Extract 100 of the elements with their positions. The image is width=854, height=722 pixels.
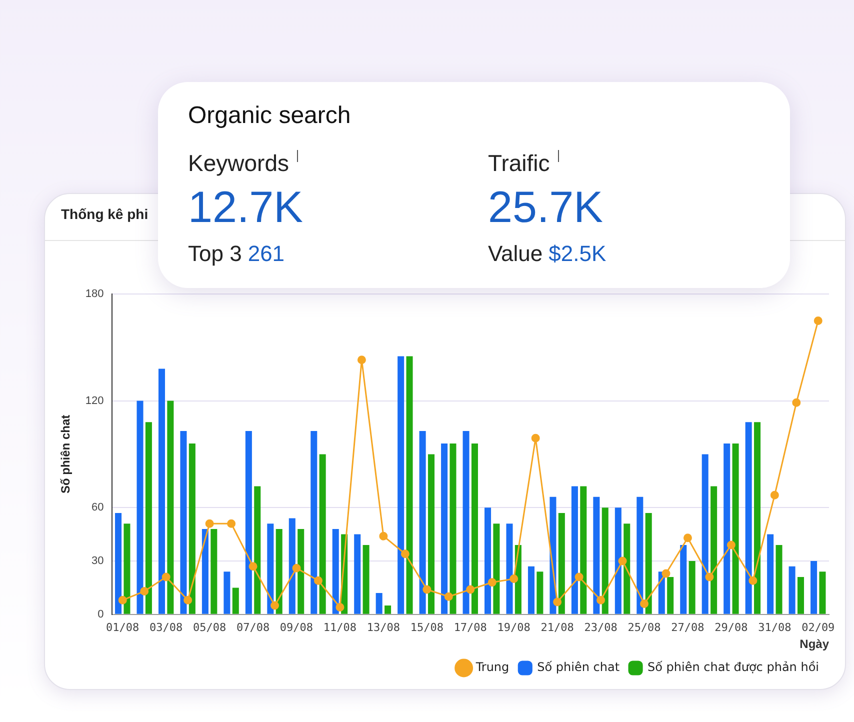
bar	[680, 544, 687, 614]
point	[466, 585, 475, 594]
bar	[136, 400, 144, 614]
x-tick-label: 07/08	[236, 620, 270, 634]
y-tick-label: 120	[85, 394, 104, 407]
bar	[788, 566, 796, 614]
x-tick-label: 25/08	[628, 620, 661, 634]
legend-label: Số phiên chat	[537, 660, 620, 674]
point	[814, 316, 822, 325]
legend-label: Trung	[474, 660, 510, 674]
bar	[580, 486, 587, 614]
point	[357, 356, 366, 364]
bar	[376, 593, 382, 614]
bar	[754, 422, 761, 614]
bar	[332, 528, 339, 614]
y-tick-label: 30	[92, 555, 104, 568]
bar	[462, 431, 470, 614]
x-tick-label: 15/08	[410, 620, 444, 634]
point	[596, 596, 606, 604]
x-axis-title: Ngày	[800, 637, 830, 652]
point	[162, 572, 170, 582]
x-tick-label: 31/08	[758, 620, 792, 634]
point	[618, 556, 627, 566]
point	[640, 599, 649, 608]
bar	[354, 534, 361, 614]
bar	[506, 524, 513, 614]
point	[705, 572, 714, 582]
point	[422, 585, 432, 594]
bar	[288, 518, 296, 614]
bar	[441, 444, 448, 614]
bar	[667, 577, 674, 614]
bar	[398, 356, 404, 614]
point	[140, 587, 149, 596]
bar	[232, 588, 239, 614]
bar	[797, 577, 804, 614]
point	[379, 532, 388, 540]
bar	[471, 444, 478, 614]
bar	[450, 444, 456, 614]
x-tick-label: 13/08	[366, 620, 400, 634]
bar	[188, 444, 196, 614]
chart-title: Thống kê phi	[61, 206, 148, 222]
point	[270, 601, 280, 610]
point	[205, 519, 214, 528]
bar	[558, 512, 565, 614]
x-tick-label: 23/08	[584, 620, 618, 634]
y-tick-label: 60	[92, 502, 104, 514]
bar	[267, 524, 274, 614]
text: Value	[488, 241, 543, 266]
text: 261	[248, 241, 285, 266]
bar	[624, 524, 630, 614]
x-tick-label: 03/08	[150, 620, 183, 634]
point	[336, 603, 344, 612]
point	[574, 572, 584, 582]
bar	[276, 528, 282, 614]
bar	[158, 368, 166, 614]
point	[488, 578, 496, 587]
x-tick-label: 11/08	[323, 620, 357, 634]
text: Organic search	[188, 102, 351, 130]
point	[227, 519, 236, 528]
bar	[810, 561, 818, 614]
x-tick-label: 29/08	[714, 620, 748, 634]
point	[400, 550, 410, 558]
point	[683, 534, 692, 542]
y-tick-label: 0	[98, 608, 104, 620]
legend-label: Số phiên chat được phản hồi	[648, 660, 820, 674]
point	[662, 569, 670, 578]
bar	[484, 508, 492, 614]
text: Traific	[488, 150, 551, 177]
bar	[310, 431, 318, 614]
bar	[493, 524, 500, 614]
bar	[245, 431, 252, 614]
point	[118, 596, 127, 604]
point	[184, 596, 192, 604]
point	[444, 592, 453, 601]
point	[770, 490, 779, 500]
bar	[819, 572, 826, 614]
bar	[167, 400, 174, 614]
y-tick-label: 180	[85, 288, 104, 300]
bar	[124, 524, 130, 614]
bar	[419, 431, 426, 614]
x-tick-label: 02/09	[802, 620, 835, 634]
bar	[702, 454, 708, 614]
bar	[724, 444, 730, 614]
text: 25.7K	[488, 183, 604, 233]
bar	[732, 444, 739, 614]
bar	[210, 528, 218, 614]
bar	[319, 454, 326, 614]
bar	[776, 544, 782, 614]
text: $2.5K	[548, 241, 606, 266]
point	[726, 540, 736, 550]
bar	[254, 486, 261, 614]
bar	[636, 496, 644, 614]
x-tick-label: 09/08	[280, 620, 314, 634]
point	[748, 576, 758, 585]
bar	[384, 606, 392, 614]
bar	[115, 512, 122, 614]
x-tick-label: 19/08	[497, 620, 530, 634]
bar	[536, 572, 544, 614]
point	[792, 398, 801, 407]
bar	[180, 431, 187, 614]
